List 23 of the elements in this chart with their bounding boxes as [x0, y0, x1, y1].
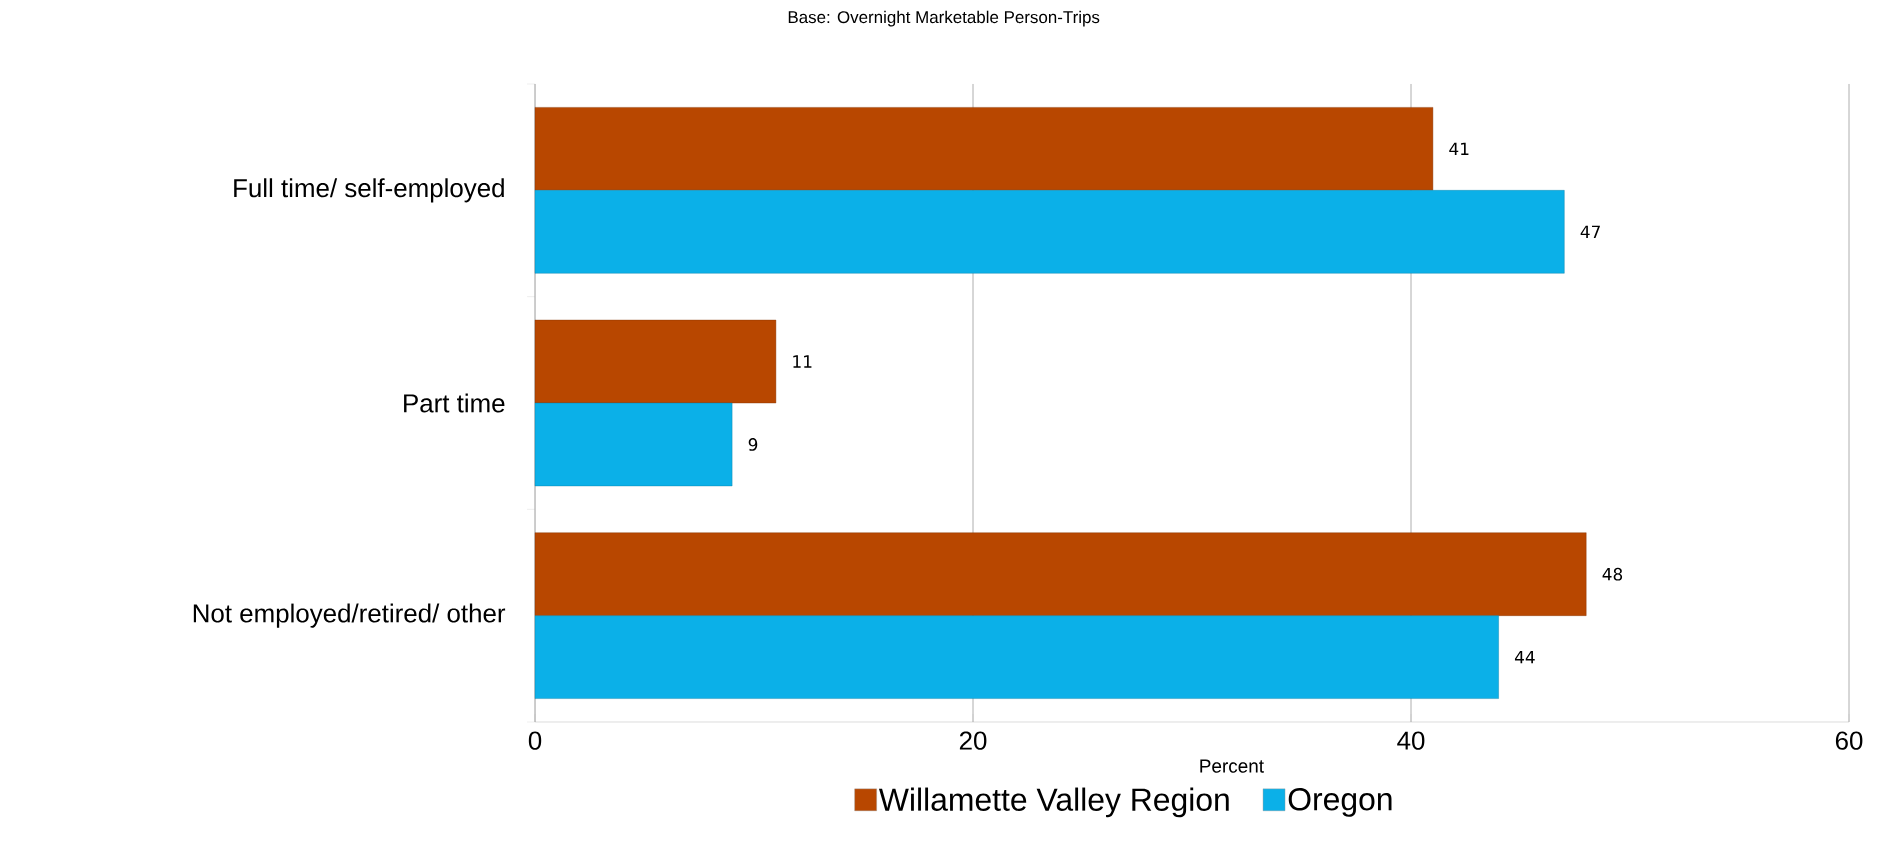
x-axis-title: Percent — [1200, 759, 1264, 773]
y-tick-label: Part time — [404, 393, 505, 413]
data-label: 11 — [793, 355, 812, 368]
chart-title: Base: Overnight Marketable Person-Trips — [788, 10, 1100, 27]
data-label: 47 — [1580, 225, 1600, 238]
x-tick-label: 60 — [1835, 731, 1863, 750]
y-tick-label: Full time/ self-employed — [234, 178, 504, 203]
data-label: 41 — [1449, 142, 1469, 156]
legend-label: Willamette Valley Region — [878, 787, 1229, 818]
data-label: 44 — [1514, 650, 1535, 664]
x-tick-label: 40 — [1397, 731, 1425, 750]
data-label: 9 — [748, 438, 758, 451]
legend-label: Oregon — [1288, 787, 1392, 817]
bar — [534, 190, 1565, 274]
x-tick-label: 20 — [959, 731, 987, 750]
bar — [534, 319, 777, 404]
bar — [534, 107, 1434, 191]
bar — [534, 532, 1587, 616]
x-tick-label: 0 — [528, 731, 542, 750]
bar — [534, 402, 733, 487]
y-tick-label: Not employed/retired/ other — [193, 603, 506, 628]
data-label: 48 — [1602, 567, 1623, 581]
bar — [534, 615, 1499, 699]
